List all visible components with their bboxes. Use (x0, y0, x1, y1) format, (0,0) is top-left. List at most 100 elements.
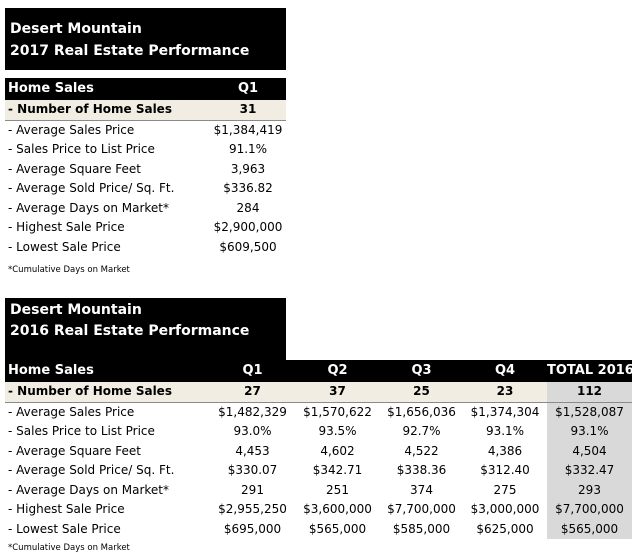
cell-value: $1,374,304 (470, 404, 540, 419)
cell-value: 112 (547, 382, 632, 403)
cell-value: $312.40 (480, 463, 530, 477)
cell-value: $332.47 (547, 461, 632, 481)
table-row: - Highest Sale Price $2,900,000 (5, 218, 286, 238)
row-label: - Average Square Feet (8, 443, 142, 458)
row-label: - Average Sales Price (8, 404, 135, 419)
cell-value: 3,963 (230, 161, 266, 176)
table-row: - Average Days on Market* 291 251 374 275 293 (5, 480, 632, 500)
row-label: - Average Sold Price/ Sq. Ft. (8, 463, 175, 477)
title-block-2016: Desert Mountain 2016 Real Estate Perform… (5, 298, 286, 360)
cell-value: 25 (380, 382, 463, 403)
performance-table-2017: Home Sales Q1- Number of Home Sales 31- Av… (5, 78, 286, 257)
table-2017-body: Home Sales Q1- Number of Home Sales 31- Av… (5, 78, 286, 257)
cell-value: 91.1% (228, 142, 268, 156)
cell-value: $585,000 (392, 521, 451, 536)
cell-value: $695,000 (223, 521, 282, 536)
row-label: - Highest Sale Price (8, 502, 125, 516)
row-label: - Average Sold Price/ Sq. Ft. (8, 181, 175, 195)
table-row: - Average Sold Price/ Sq. Ft. $336.82 (5, 179, 286, 199)
header-row: Home Sales Q1 (5, 78, 286, 100)
cell-value: $1,656,036 (387, 404, 456, 419)
cell-value: 4,522 (404, 443, 439, 458)
column-header: Q3 (380, 360, 463, 382)
cell-value: $7,700,000 (387, 502, 456, 516)
row-label: - Average Square Feet (8, 161, 142, 176)
row-label: - Highest Sale Price (8, 220, 125, 234)
cell-value: 23 (463, 382, 547, 403)
column-header: Q2 (295, 360, 380, 382)
cell-value: $625,000 (476, 521, 534, 536)
column-header: Q4 (463, 360, 547, 382)
cell-value: 4,504 (547, 441, 632, 461)
row-label: - Average Sales Price (8, 122, 135, 137)
cell-value: 251 (326, 482, 349, 497)
table-row: - Average Days on Market* 284 (5, 199, 286, 219)
cell-value: 93.1% (485, 424, 525, 438)
table-2016-body: Home Sales Q1 Q2 Q3 Q4 TOTAL 2016- Number of … (5, 360, 634, 539)
cell-value: $1,384,419 (213, 122, 283, 137)
cell-value: $2,900,000 (213, 220, 283, 234)
cell-value: $565,000 (308, 521, 367, 536)
row-label: - Lowest Sale Price (8, 521, 121, 536)
cell-value: 93.0% (233, 424, 272, 438)
cell-value: $338.36 (396, 463, 447, 477)
cell-value: 4,602 (320, 443, 355, 458)
header-row: Home Sales Q1 Q2 Q3 Q4 TOTAL 2016 (5, 360, 634, 382)
title-2016-line2: 2016 Real Estate Performance (10, 323, 250, 339)
cell-value: 293 (547, 480, 632, 500)
table-row: - Lowest Sale Price $609,500 (5, 238, 286, 258)
cell-value: 27 (210, 382, 295, 403)
column-header: Q1 (210, 360, 295, 382)
cell-value: 374 (410, 482, 433, 497)
title-2017-line1: Desert Mountain (10, 21, 142, 37)
table-row: - Average Square Feet 4,453 4,602 4,522 4,38… (5, 441, 632, 461)
title-2017-line2: 2017 Real Estate Performance (10, 43, 250, 59)
cell-value: 93.1% (547, 422, 632, 442)
table-row: - Average Sales Price $1,482,329 $1,570,62… (5, 402, 632, 422)
row-label: - Sales Price to List Price (8, 142, 155, 156)
cell-value: 275 (493, 482, 517, 497)
table-row: - Highest Sale Price $2,955,250 $3,600,000… (5, 500, 632, 520)
cell-value: $336.82 (223, 181, 273, 195)
table-row: - Sales Price to List Price 91.1% (5, 140, 286, 160)
table-row: - Average Square Feet 3,963 (5, 160, 286, 180)
cell-value: 93.5% (318, 424, 357, 438)
row-label: - Average Days on Market* (8, 482, 170, 497)
row-label: - Number of Home Sales (5, 382, 210, 403)
cell-value: $609,500 (219, 239, 277, 254)
cell-value: 92.7% (402, 424, 441, 438)
row-label: - Sales Price to List Price (8, 424, 155, 438)
row-label: - Average Days on Market* (8, 200, 170, 215)
cell-value: $7,700,000 (547, 500, 632, 520)
footnote-2016: *Cumulative Days on Market (8, 543, 130, 553)
cell-value: 4,453 (235, 443, 270, 458)
cell-value: $342.71 (312, 463, 363, 477)
table-row: - Lowest Sale Price $695,000 $565,000 $585,… (5, 519, 632, 539)
cell-value: 4,386 (487, 443, 523, 458)
cell-value: 291 (241, 482, 264, 497)
row-label: - Lowest Sale Price (8, 239, 121, 254)
column-header: TOTAL 2016 (547, 360, 634, 382)
cell-value: $1,570,622 (303, 404, 372, 419)
title-block-2017: Desert Mountain 2017 Real Estate Perform… (5, 8, 286, 70)
cell-value: 31 (210, 100, 286, 121)
row-label: - Number of Home Sales (5, 100, 210, 121)
column-header: Q1 (210, 78, 286, 100)
cell-value: $330.07 (227, 463, 278, 477)
cell-value: $3,600,000 (303, 502, 372, 516)
title-2016-line1: Desert Mountain (10, 302, 142, 318)
column-header-home-sales: Home Sales (5, 78, 210, 100)
cell-value: $2,955,250 (218, 502, 287, 516)
table-row: - Average Sales Price $1,384,419 (5, 120, 286, 140)
cell-value: $1,528,087 (547, 402, 632, 422)
cell-value: $565,000 (547, 519, 632, 539)
table-row: - Average Sold Price/ Sq. Ft. $330.07 $342… (5, 461, 632, 481)
column-header-home-sales: Home Sales (5, 360, 210, 382)
table-row: - Number of Home Sales 27 37 25 23 112 (5, 382, 632, 403)
performance-table-2016: Home Sales Q1 Q2 Q3 Q4 TOTAL 2016- Number of … (5, 360, 634, 539)
table-row: - Sales Price to List Price 93.0% 93.5% 92.… (5, 422, 632, 442)
cell-value: 37 (295, 382, 380, 403)
cell-value: 284 (236, 200, 260, 215)
cell-value: $3,000,000 (470, 502, 540, 516)
cell-value: $1,482,329 (218, 404, 287, 419)
